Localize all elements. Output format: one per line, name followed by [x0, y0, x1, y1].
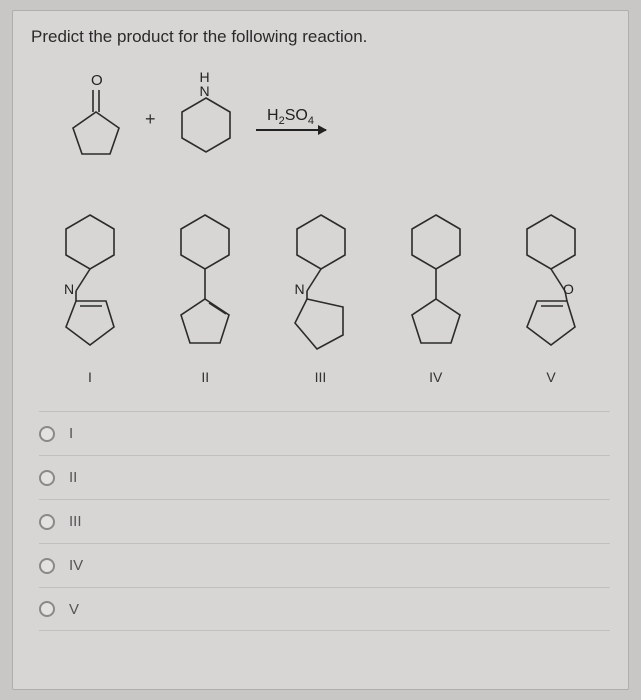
roman-4: IV [429, 369, 442, 385]
roman-2: II [201, 369, 209, 385]
answer-options: I II III IV V [39, 411, 610, 631]
roman-3: III [315, 369, 327, 385]
option-II[interactable]: II [39, 455, 610, 499]
reaction-arrow: H2SO4 [256, 107, 326, 131]
option-label: IV [69, 557, 83, 574]
hetero-label-5: O [563, 281, 574, 297]
radio-icon [39, 558, 55, 574]
product-2: II [150, 209, 260, 385]
question-card: Predict the product for the following re… [12, 10, 629, 690]
option-label: V [69, 601, 79, 618]
question-prompt: Predict the product for the following re… [31, 27, 610, 47]
oxygen-label: O [91, 72, 103, 89]
roman-5: V [546, 369, 555, 385]
product-2-icon [155, 209, 255, 359]
product-5: O V [496, 209, 606, 385]
product-3-icon [271, 209, 371, 359]
option-IV[interactable]: IV [39, 543, 610, 587]
hetero-label-1: N [64, 281, 74, 297]
option-label: III [69, 513, 82, 530]
option-label: I [69, 425, 73, 442]
arrow-icon [256, 129, 326, 131]
h-label: H [200, 70, 210, 84]
radio-icon [39, 426, 55, 442]
product-1-icon [40, 209, 140, 359]
radio-icon [39, 514, 55, 530]
products-row: N I II [35, 205, 606, 385]
product-1: N I [35, 209, 145, 385]
option-label: II [69, 469, 77, 486]
option-III[interactable]: III [39, 499, 610, 543]
plus-sign: + [145, 109, 156, 130]
option-I[interactable]: I [39, 411, 610, 455]
reactant-2: H N [170, 74, 242, 164]
roman-1: I [88, 369, 92, 385]
hetero-label-3: N [295, 281, 305, 297]
reaction-row: O + H N H2SO4 [61, 69, 610, 169]
product-4-icon [386, 209, 486, 359]
radio-icon [39, 601, 55, 617]
radio-icon [39, 470, 55, 486]
product-4: IV [381, 209, 491, 385]
hn-label: H N [200, 70, 210, 98]
reagent-label: H2SO4 [267, 107, 314, 127]
n-label: N [200, 84, 210, 98]
option-V[interactable]: V [39, 587, 610, 631]
reactant-1: O [61, 74, 131, 164]
product-5-icon [501, 209, 601, 359]
product-3: N III [266, 209, 376, 385]
